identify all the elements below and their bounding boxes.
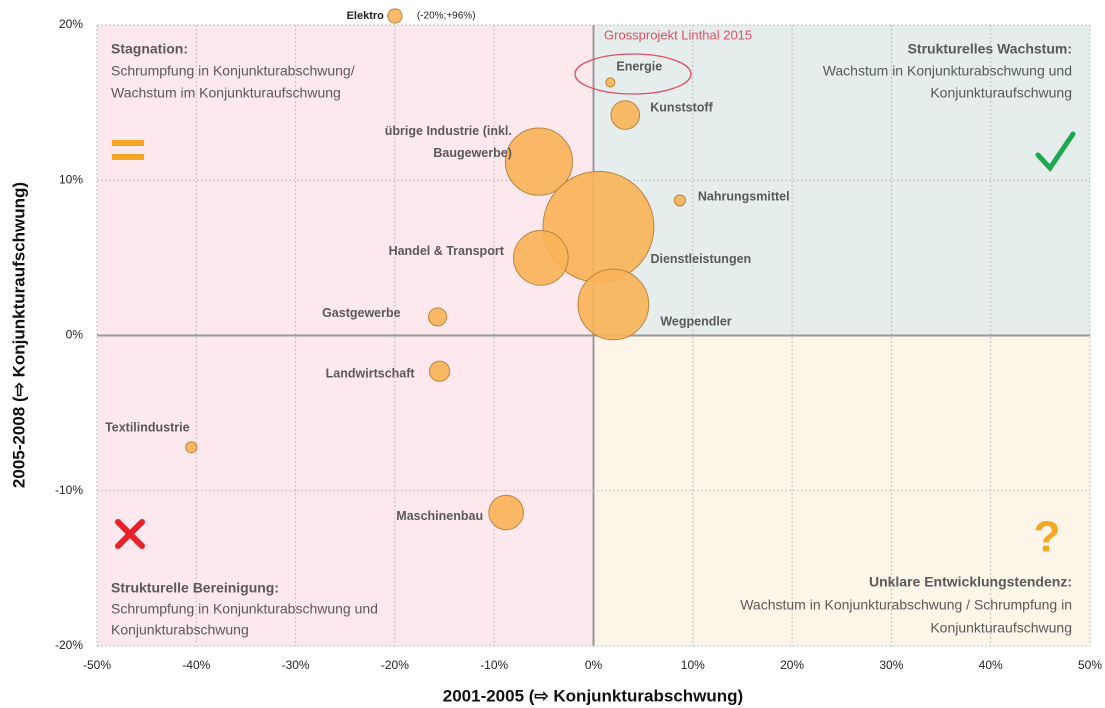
- bubble: [577, 268, 650, 341]
- quadrant-text: Konjunkturaufschwung: [930, 85, 1072, 101]
- point-label-box: übrige Industrie (inkl. Baugewerbe): [384, 123, 512, 160]
- quadrant-title: Strukturelle Bereinigung:: [111, 580, 279, 596]
- point-label: Dienstleistungen: [650, 252, 751, 266]
- quadrant-title: Strukturelles Wachstum:: [908, 41, 1072, 57]
- y-tick-label: 10%: [59, 172, 83, 186]
- bubble: [513, 230, 569, 286]
- point-label: Gastgewerbe: [322, 306, 401, 320]
- y-tick-label: 20%: [59, 17, 83, 31]
- bubble: [605, 77, 616, 88]
- x-tick-label: 20%: [780, 658, 804, 672]
- bubble: [610, 100, 641, 130]
- bubble: [387, 8, 403, 24]
- check-icon: [1035, 131, 1076, 173]
- quadrant-text: Schrumpfung in Konjunkturabschwung/: [111, 63, 355, 79]
- x-axis-label: 2001-2005 (⇨ Konjunkturabschwung): [443, 686, 743, 705]
- quadrant-text: Wachstum in Konjunkturabschwung / Schrum…: [740, 597, 1072, 613]
- point-label: Elektro: [347, 10, 385, 22]
- x-tick-label: 10%: [681, 658, 705, 672]
- point-label: Landwirtschaft: [326, 367, 416, 381]
- x-tick-label: -10%: [480, 658, 508, 672]
- point-label: Energie: [616, 60, 662, 74]
- point-label: Maschinenbau: [396, 509, 483, 523]
- quadrant-text: Schrumpfung in Konjunkturabschwung und: [111, 601, 378, 617]
- point-label: Handel & Transport: [389, 244, 505, 258]
- quadrant-text: Konjunkturabschwung: [111, 622, 249, 638]
- quadrant-title: Unklare Entwicklungstendenz:: [869, 574, 1072, 590]
- quadrant-text: Wachstum im Konjunkturaufschwung: [111, 85, 341, 101]
- bubble: [504, 127, 573, 196]
- x-tick-label: -50%: [83, 658, 111, 672]
- x-tick-label: -30%: [282, 658, 310, 672]
- equal-icon: [112, 140, 144, 160]
- point-label: Nahrungsmittel: [698, 190, 790, 204]
- value-label: (-20%;+96%): [417, 11, 476, 22]
- highlight-ellipse: [574, 53, 692, 95]
- x-tick-label: -20%: [381, 658, 409, 672]
- bubble: [488, 494, 524, 531]
- y-tick-label: -20%: [55, 638, 83, 652]
- y-axis-label: 2005-2008 (⇨ Konjunkturaufschwung): [9, 182, 28, 488]
- x-tick-label: -40%: [182, 658, 210, 672]
- grid: [96, 24, 1091, 647]
- point-label: Textilindustrie: [105, 421, 190, 435]
- annotation: Grossprojekt Linthal 2015: [604, 27, 752, 42]
- point-label: Kunststoff: [650, 100, 713, 114]
- quadrant-text: Wachstum in Konjunkturabschwung und: [823, 63, 1072, 79]
- quadrant-text: Konjunkturaufschwung: [930, 620, 1072, 636]
- question-icon: ?: [1034, 513, 1061, 562]
- bubble: [428, 307, 448, 327]
- x-tick-label: 40%: [979, 658, 1003, 672]
- bubble: [185, 441, 198, 454]
- x-tick-label: 30%: [879, 658, 903, 672]
- point-label: Wegpendler: [660, 315, 731, 329]
- x-tick-label: 0%: [585, 658, 603, 672]
- y-tick-label: 0%: [66, 328, 84, 342]
- point-label: übrige Industrie (inkl. Baugewerbe): [384, 123, 512, 160]
- bubble: [428, 360, 451, 382]
- cross-icon: [115, 519, 145, 549]
- bubble: [673, 194, 686, 207]
- quadrant-title: Stagnation:: [111, 41, 188, 57]
- x-tick-label: 50%: [1078, 658, 1102, 672]
- marks: [185, 8, 686, 531]
- y-tick-label: -10%: [55, 483, 83, 497]
